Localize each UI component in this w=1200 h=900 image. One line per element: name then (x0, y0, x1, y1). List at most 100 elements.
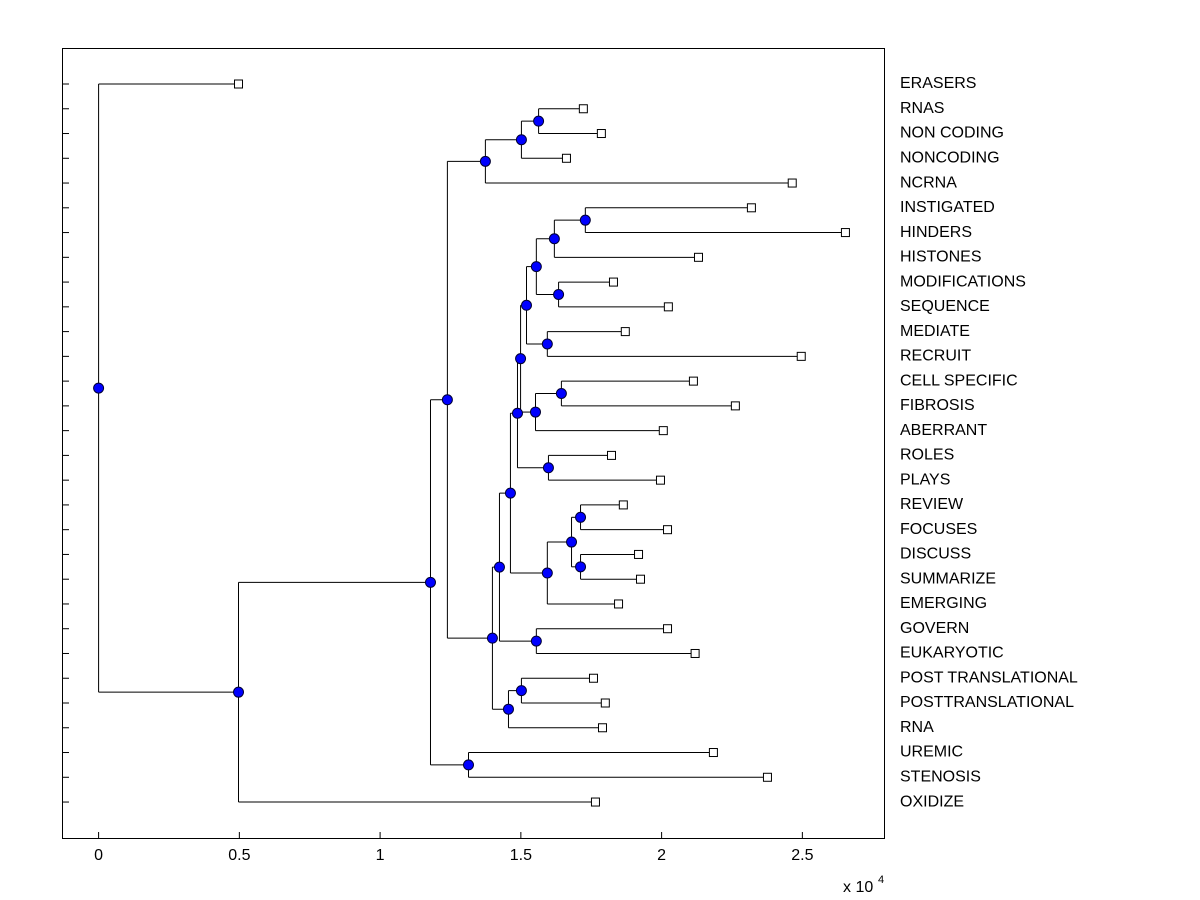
leaf-label: EMERGING (900, 595, 987, 612)
leaf-label: REVIEW (900, 496, 964, 513)
node (479, 155, 491, 167)
leaf-label: RNA (900, 719, 934, 736)
leaf (596, 129, 606, 139)
leaf-label: NCRNA (900, 174, 957, 191)
node (530, 635, 542, 647)
leaf (590, 797, 600, 807)
leaf-label: UREMIC (900, 744, 963, 761)
leaf (693, 252, 703, 262)
leaf-label: FIBROSIS (900, 397, 975, 414)
leaf (690, 648, 700, 658)
node (529, 406, 541, 418)
leaf (620, 327, 630, 337)
node (542, 462, 554, 474)
leaf (607, 450, 617, 460)
leaf-label: GOVERN (900, 620, 969, 637)
leaf-label: OXIDIZE (900, 793, 964, 810)
leaf (597, 723, 607, 733)
leaf (600, 698, 610, 708)
node (515, 353, 527, 365)
leaf (588, 673, 598, 683)
node (424, 576, 436, 588)
leaf-label: MODIFICATIONS (900, 273, 1026, 290)
leaf (787, 178, 797, 188)
x-multiplier-exponent: 4 (878, 874, 884, 886)
x-tick-label: 1 (376, 847, 385, 864)
leaf (634, 549, 644, 559)
node (502, 703, 514, 715)
leaf (655, 475, 665, 485)
leaf (746, 203, 756, 213)
node (233, 686, 245, 698)
leaf-label: POSTTRANSLATIONAL (900, 694, 1074, 711)
x-tick-label: 0.5 (228, 847, 250, 864)
node (541, 338, 553, 350)
leaf (663, 624, 673, 634)
leaf (663, 525, 673, 535)
node (520, 299, 532, 311)
leaf-label: NONCODING (900, 149, 1000, 166)
leaf-label: SEQUENCE (900, 298, 990, 315)
node (511, 407, 523, 419)
leaf (561, 153, 571, 163)
leaf (762, 772, 772, 782)
leaf-label: MEDIATE (900, 323, 970, 340)
node (93, 382, 105, 394)
leaf (614, 599, 624, 609)
node (515, 685, 527, 697)
leaf-label: POST TRANSLATIONAL (900, 669, 1078, 686)
leaf-label: CELL SPECIFIC (900, 372, 1018, 389)
node (493, 561, 505, 573)
node (566, 536, 578, 548)
leaf (578, 104, 588, 114)
leaf (840, 228, 850, 238)
x-tick-label: 2.5 (791, 847, 813, 864)
leaf (730, 401, 740, 411)
leaf-label: FOCUSES (900, 521, 977, 538)
leaf (234, 79, 244, 89)
node (486, 632, 498, 644)
leaf (796, 351, 806, 361)
leaf (658, 426, 668, 436)
leaf-label: RECRUIT (900, 348, 971, 365)
leaf-label: ROLES (900, 447, 954, 464)
node (515, 134, 527, 146)
node (548, 233, 560, 245)
node (579, 214, 591, 226)
leaf (618, 500, 628, 510)
leaf (608, 277, 618, 287)
leaf-label: PLAYS (900, 471, 950, 488)
x-tick-label: 1.5 (510, 847, 532, 864)
leaf-label: ABERRANT (900, 422, 987, 439)
leaf-label: HINDERS (900, 224, 972, 241)
leaf-label: RNAS (900, 100, 944, 117)
leaf (708, 748, 718, 758)
leaf-label: EUKARYOTIC (900, 645, 1004, 662)
leaf-label: INSTIGATED (900, 199, 995, 216)
leaf-label: STENOSIS (900, 768, 981, 785)
node (575, 561, 587, 573)
leaf-label: SUMMARIZE (900, 570, 996, 587)
node (555, 388, 567, 399)
leaf (635, 574, 645, 584)
leaf-label: HISTONES (900, 249, 982, 266)
node (553, 288, 565, 300)
x-tick-label: 2 (657, 847, 666, 864)
leaf-label: DISCUSS (900, 546, 971, 563)
x-multiplier: x 10 (843, 879, 873, 896)
node (530, 261, 542, 273)
leaf (663, 302, 673, 312)
node (441, 394, 453, 406)
leaf (688, 376, 698, 386)
node (533, 115, 545, 127)
node (462, 759, 474, 771)
node (575, 511, 587, 523)
plot-frame (62, 48, 885, 839)
leaf-label: ERASERS (900, 75, 976, 92)
node (541, 567, 553, 579)
x-tick-label: 0 (94, 847, 103, 864)
leaf-label: NON CODING (900, 125, 1004, 142)
node (504, 487, 516, 499)
